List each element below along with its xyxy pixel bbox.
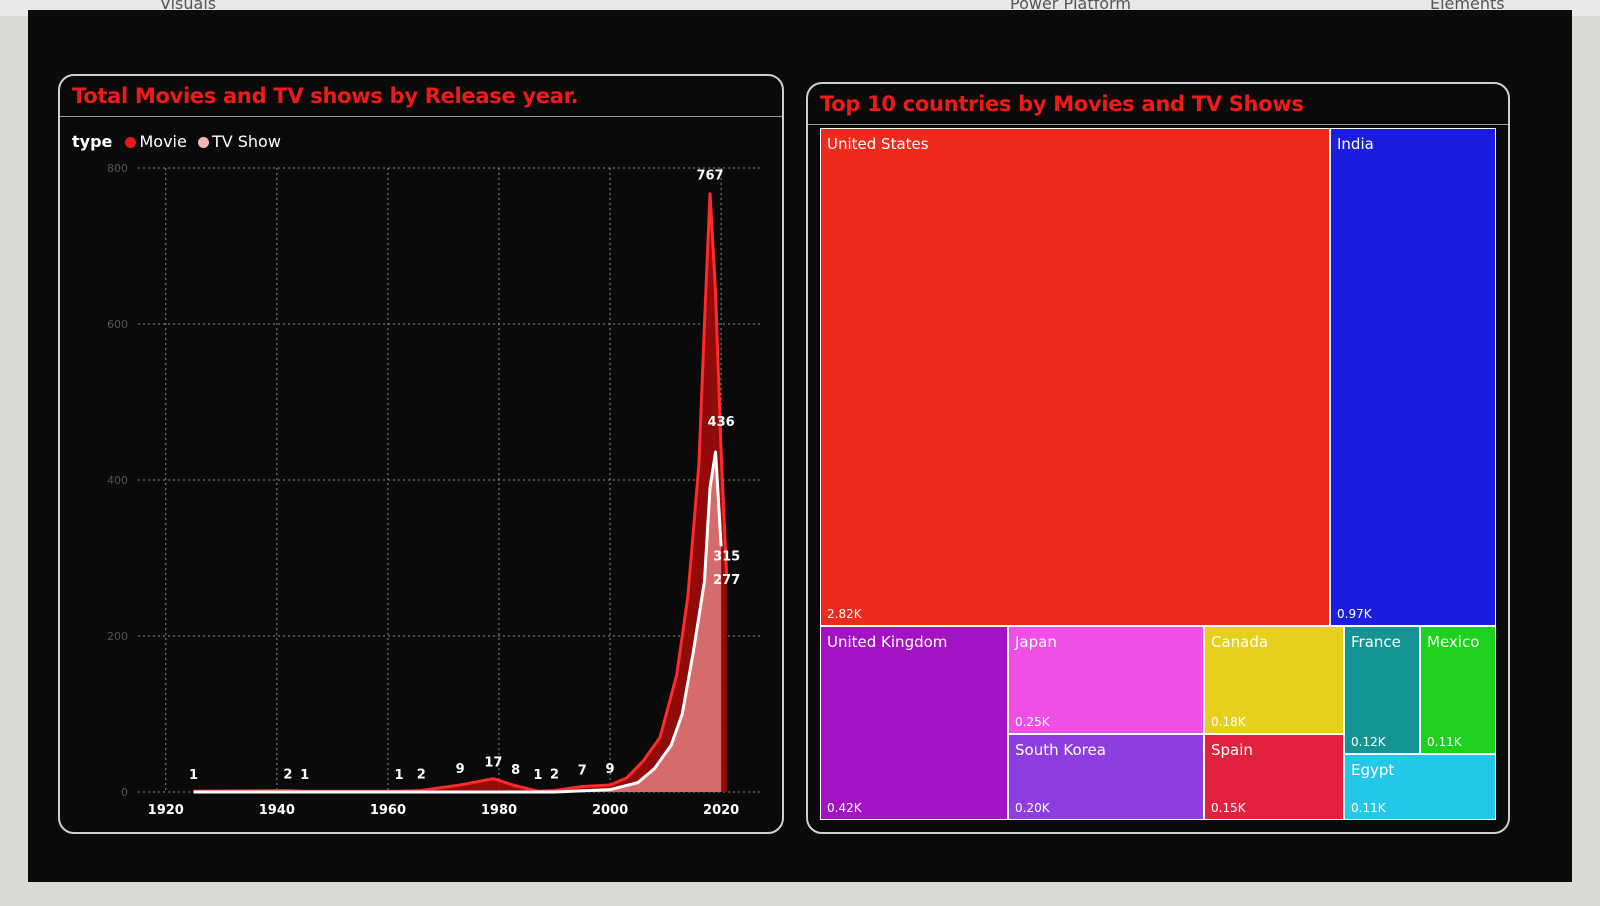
tvshow-legend-dot (197, 137, 209, 148)
treemap-country-label: United States (827, 135, 929, 153)
top-countries-title: Top 10 countries by Movies and TV Shows (820, 92, 1304, 116)
legend-item-tvshow[interactable]: TV Show (197, 132, 281, 151)
treemap-cell-united-states[interactable]: United States 2.82K (820, 128, 1330, 626)
treemap-country-label: Mexico (1427, 633, 1480, 651)
tab-power-platform[interactable]: Power Platform (1010, 0, 1131, 13)
x-tick-label: 2020 (703, 803, 739, 818)
data-label: 17 (484, 756, 502, 771)
data-label: 9 (606, 762, 615, 777)
treemap-value-label: 0.20K (1015, 801, 1050, 815)
treemap-country-label: France (1351, 633, 1401, 651)
treemap-country-label: South Korea (1015, 741, 1106, 759)
chart-legend: type Movie TV Show (72, 132, 287, 151)
legend-label-tvshow: TV Show (211, 132, 281, 151)
treemap-country-label: United Kingdom (827, 633, 948, 651)
release-year-chart-title: Total Movies and TV shows by Release yea… (72, 84, 579, 108)
treemap-cell-japan[interactable]: Japan 0.25K (1008, 626, 1204, 734)
top-countries-panel[interactable]: Top 10 countries by Movies and TV Shows … (806, 82, 1510, 834)
legend-label-movie: Movie (139, 132, 187, 151)
data-label: 767 (696, 169, 723, 184)
movie-line (193, 192, 729, 793)
data-label: 2 (550, 767, 559, 782)
release-year-chart-panel[interactable]: Total Movies and TV shows by Release yea… (58, 74, 784, 834)
treemap-cell-united-kingdom[interactable]: United Kingdom 0.42K (820, 626, 1008, 820)
tab-elements[interactable]: Elements (1430, 0, 1505, 13)
treemap-value-label: 0.12K (1351, 735, 1386, 749)
y-tick-label: 800 (107, 162, 128, 175)
x-tick-label: 1980 (481, 803, 517, 818)
treemap-country-label: Canada (1211, 633, 1269, 651)
treemap-value-label: 0.25K (1015, 715, 1050, 729)
tab-visuals[interactable]: Visuals (160, 0, 217, 13)
data-label: 436 (708, 415, 735, 430)
data-label: 8 (511, 763, 520, 778)
title-divider (60, 116, 782, 117)
y-tick-label: 200 (107, 630, 128, 643)
data-label: 7 (578, 764, 587, 779)
treemap-country-label: Japan (1015, 633, 1057, 651)
data-label: 2 (283, 767, 292, 782)
data-label: 1 (189, 768, 198, 783)
tvshow-line (193, 450, 723, 794)
treemap-cell-egypt[interactable]: Egypt 0.11K (1344, 754, 1496, 820)
data-label: 9 (456, 762, 465, 777)
treemap-cell-india[interactable]: India 0.97K (1330, 128, 1496, 626)
data-label: 1 (300, 768, 309, 783)
treemap-cell-spain[interactable]: Spain 0.15K (1204, 734, 1344, 820)
y-tick-label: 0 (121, 786, 128, 799)
legend-title: type (72, 132, 113, 151)
treemap-country-label: India (1337, 135, 1374, 153)
treemap-cell-canada[interactable]: Canada 0.18K (1204, 626, 1344, 734)
y-tick-label: 400 (107, 474, 128, 487)
treemap-value-label: 0.15K (1211, 801, 1246, 815)
x-tick-label: 1920 (148, 803, 184, 818)
countries-treemap[interactable]: United States 2.82K India 0.97K United Kingd… (820, 128, 1496, 820)
data-label: 1 (394, 768, 403, 783)
data-label: 277 (713, 573, 740, 588)
treemap-country-label: Egypt (1351, 761, 1395, 779)
data-label: 1 (533, 768, 542, 783)
y-tick-label: 600 (107, 318, 128, 331)
treemap-value-label: 0.11K (1427, 735, 1462, 749)
x-tick-label: 2000 (592, 803, 628, 818)
title-divider (808, 124, 1508, 125)
treemap-cell-france[interactable]: France 0.12K (1344, 626, 1420, 754)
x-tick-label: 1940 (259, 803, 295, 818)
treemap-value-label: 2.82K (827, 607, 862, 621)
treemap-country-label: Spain (1211, 741, 1253, 759)
treemap-value-label: 0.18K (1211, 715, 1246, 729)
movie-area (193, 193, 727, 792)
movie-legend-dot (125, 137, 137, 148)
tvshow-area (193, 451, 722, 792)
legend-item-movie[interactable]: Movie (125, 132, 187, 151)
treemap-value-label: 0.97K (1337, 607, 1372, 621)
treemap-value-label: 0.42K (827, 801, 862, 815)
data-label: 2 (417, 767, 426, 782)
treemap-value-label: 0.11K (1351, 801, 1386, 815)
x-tick-label: 1960 (370, 803, 406, 818)
treemap-cell-south-korea[interactable]: South Korea 0.20K (1008, 734, 1204, 820)
report-canvas: Total Movies and TV shows by Release yea… (28, 10, 1572, 882)
treemap-cell-mexico[interactable]: Mexico 0.11K (1420, 626, 1496, 754)
data-label: 315 (713, 549, 740, 564)
